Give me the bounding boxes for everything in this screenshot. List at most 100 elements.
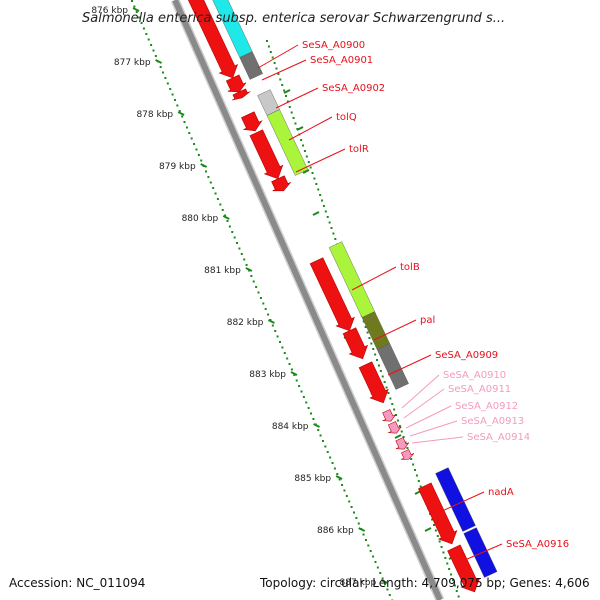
guide-dot — [393, 408, 396, 411]
cds-arrow — [241, 111, 263, 132]
scale-dot — [338, 478, 341, 481]
guide-dot — [307, 161, 310, 163]
scale-tick — [177, 111, 185, 116]
guide-dot — [315, 183, 318, 185]
scale-dot — [154, 55, 157, 57]
scale-dot — [219, 203, 222, 206]
trna-arrow — [395, 437, 410, 450]
cog-block — [266, 109, 309, 176]
scale-dot — [240, 253, 243, 255]
scale-dot — [145, 33, 148, 35]
guide-dot — [389, 397, 392, 400]
scale-dot — [307, 407, 310, 409]
scale-dot — [262, 302, 265, 305]
scale-dot — [178, 110, 181, 112]
gene-label: nadA — [488, 487, 514, 498]
label-leader — [401, 374, 440, 409]
scale-dot — [384, 583, 387, 585]
guide-dot — [400, 430, 403, 433]
scale-track: 876 kbp 877 kbp 878 kbp 879 kbp 880 kbp 881 k… — [91, 0, 394, 600]
scale-dot — [302, 396, 305, 398]
scale-dot — [247, 269, 250, 272]
scale-dot — [157, 60, 160, 63]
guide-dot — [448, 568, 451, 570]
cds-arrow — [225, 74, 247, 93]
scale-dot — [312, 418, 315, 420]
scale-tick — [267, 319, 275, 324]
scale-dot — [357, 522, 360, 525]
scale-dot — [348, 500, 351, 503]
guide-dot — [432, 524, 435, 526]
guide-dot — [453, 584, 456, 587]
scale-dot — [245, 264, 248, 266]
gene-label: SeSA_A0909 — [435, 350, 498, 361]
label-leader — [411, 436, 464, 444]
scale-label: 883 kbp — [249, 370, 286, 380]
scale-dot — [147, 38, 150, 41]
scale-dot — [333, 467, 336, 470]
scale-dot — [290, 368, 293, 371]
guide-dot — [277, 73, 280, 75]
scale-dot — [369, 550, 372, 552]
scale-dot — [324, 445, 327, 448]
guide-dot — [419, 485, 422, 488]
guide-dot — [303, 150, 306, 152]
gene-label: tolR — [349, 144, 369, 155]
guide-dot — [286, 100, 289, 103]
gene-features — [187, 0, 480, 593]
label-leader — [295, 148, 346, 173]
trna-arrow — [381, 409, 396, 422]
scale-dot — [300, 390, 303, 393]
gene-label: SeSA_A0911 — [448, 384, 511, 395]
guide-dot — [415, 474, 418, 477]
gene-label: SeSA_A0912 — [455, 401, 518, 412]
guide-dot — [302, 144, 305, 147]
trna-arrow — [387, 421, 402, 434]
guide-tick — [296, 126, 304, 131]
guide-dot — [370, 342, 373, 345]
guide-dot — [266, 40, 268, 42]
scale-label: 887 kbp — [340, 578, 377, 588]
scale-dot — [345, 495, 348, 497]
cds-arrow — [418, 482, 458, 545]
guide-dot — [300, 139, 303, 141]
scale-dot — [305, 401, 308, 404]
guide-tick — [312, 211, 320, 216]
scale-dot — [188, 132, 191, 134]
scale-dot — [238, 247, 241, 250]
guide-dot — [317, 188, 320, 191]
label-leader-lines — [257, 44, 503, 564]
scale-dot — [138, 16, 141, 19]
scale-dot — [159, 66, 162, 68]
scale-dot — [286, 357, 289, 360]
guide-dot — [269, 51, 272, 53]
guide-tick — [424, 527, 432, 532]
scale-dot — [255, 286, 258, 288]
cog-block — [239, 51, 263, 80]
guide-dot — [305, 155, 308, 158]
scale-dot — [202, 165, 205, 167]
scale-dot — [360, 528, 363, 530]
scale-dot — [376, 566, 379, 569]
label-leader — [257, 44, 299, 69]
guide-dot — [410, 458, 413, 460]
label-leader — [373, 319, 417, 341]
scale-dot — [224, 214, 227, 217]
cds-arrow — [187, 0, 239, 79]
label-leader — [405, 405, 452, 429]
guide-dot — [450, 573, 453, 576]
guide-dot — [379, 370, 382, 372]
guide-dot — [376, 359, 379, 361]
guide-dot — [290, 111, 293, 114]
guide-dot — [412, 463, 415, 466]
guide-dot — [321, 199, 324, 202]
guide-dot — [328, 221, 331, 224]
scale-dot — [221, 209, 224, 211]
scale-dot — [162, 71, 165, 74]
scale-dot — [204, 170, 207, 173]
guide-dot — [324, 210, 327, 213]
guide-dot — [271, 56, 274, 59]
scale-tick — [335, 475, 343, 480]
guide-dot — [330, 227, 333, 229]
scale-label: 882 kbp — [227, 318, 264, 328]
